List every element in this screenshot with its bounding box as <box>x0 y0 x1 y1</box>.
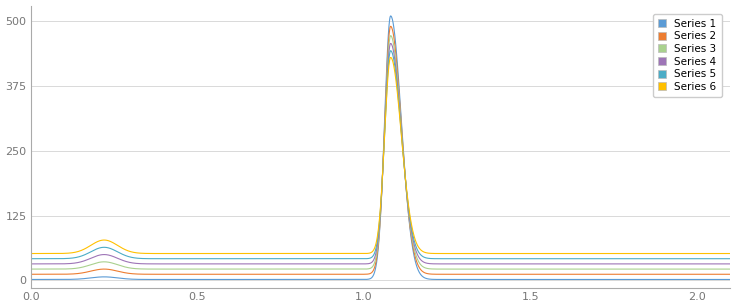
Series 1 <box>62 278 71 281</box>
Series 1 <box>578 278 587 281</box>
Series 5 <box>578 257 587 261</box>
Series 6 <box>707 252 715 255</box>
Series 6 <box>706 252 715 255</box>
Series 5 <box>707 257 715 261</box>
Series 2 <box>386 24 395 28</box>
Series 3 <box>726 267 735 271</box>
Series 1 <box>348 278 357 281</box>
Series 4 <box>578 262 587 266</box>
Series 6 <box>386 55 395 59</box>
Series 6 <box>578 252 587 255</box>
Series 5 <box>386 49 395 53</box>
Line: Series 1: Series 1 <box>31 16 730 279</box>
Series 6 <box>62 251 71 255</box>
Series 2 <box>707 272 715 276</box>
Series 2 <box>726 272 735 276</box>
Series 4 <box>26 262 35 266</box>
Line: Series 3: Series 3 <box>31 36 730 269</box>
Series 4 <box>707 262 715 266</box>
Series 3 <box>386 34 395 38</box>
Series 1 <box>216 278 224 281</box>
Series 2 <box>26 272 35 276</box>
Series 2 <box>367 271 376 275</box>
Series 3 <box>707 267 715 271</box>
Series 4 <box>726 262 735 266</box>
Line: Series 2: Series 2 <box>31 26 730 274</box>
Series 3 <box>26 267 35 271</box>
Series 3 <box>578 267 587 271</box>
Series 2 <box>348 272 357 276</box>
Series 4 <box>213 262 222 266</box>
Series 2 <box>214 272 223 276</box>
Series 3 <box>367 266 376 270</box>
Series 1 <box>26 278 35 281</box>
Series 1 <box>706 278 715 281</box>
Series 5 <box>62 257 71 260</box>
Series 6 <box>213 252 222 255</box>
Series 3 <box>348 267 357 271</box>
Line: Series 5: Series 5 <box>31 51 730 259</box>
Series 2 <box>578 272 587 276</box>
Series 4 <box>62 262 71 265</box>
Series 6 <box>26 252 35 255</box>
Series 3 <box>62 267 71 271</box>
Legend: Series 1, Series 2, Series 3, Series 4, Series 5, Series 6: Series 1, Series 2, Series 3, Series 4, … <box>653 14 722 97</box>
Series 1 <box>386 14 395 18</box>
Series 5 <box>726 257 735 261</box>
Series 4 <box>386 42 395 45</box>
Series 1 <box>707 278 715 281</box>
Series 3 <box>706 267 715 271</box>
Line: Series 6: Series 6 <box>31 57 730 253</box>
Line: Series 4: Series 4 <box>31 43 730 264</box>
Series 2 <box>62 272 71 276</box>
Series 5 <box>367 256 376 259</box>
Series 4 <box>367 261 376 265</box>
Series 4 <box>706 262 715 266</box>
Series 1 <box>367 276 376 280</box>
Series 6 <box>726 252 735 255</box>
Series 1 <box>726 278 735 281</box>
Series 5 <box>348 257 357 261</box>
Series 2 <box>706 272 715 276</box>
Series 5 <box>706 257 715 261</box>
Series 5 <box>26 257 35 261</box>
Series 5 <box>213 257 222 261</box>
Series 3 <box>214 267 223 271</box>
Series 4 <box>348 262 357 266</box>
Series 6 <box>348 252 357 255</box>
Series 6 <box>367 250 376 254</box>
